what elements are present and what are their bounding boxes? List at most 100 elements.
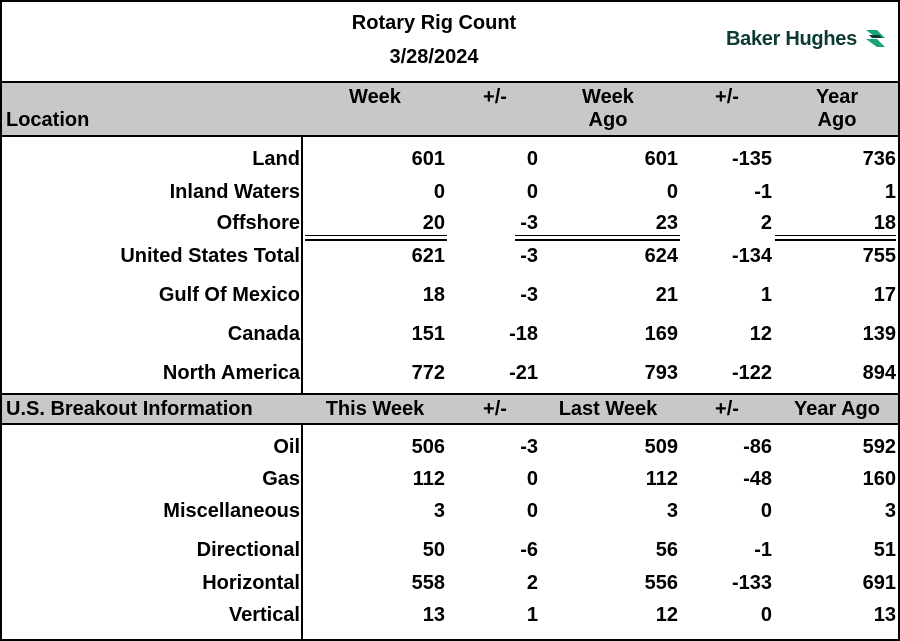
cell-change2: 0 (760, 604, 772, 626)
cell-year-ago: 18 (873, 212, 896, 234)
row-label: Directional (196, 539, 300, 561)
col-header-week: Week (349, 86, 401, 108)
cell-week: 18 (422, 284, 445, 306)
breakout-bottom-rule (0, 423, 900, 425)
row-label: Horizontal (202, 572, 300, 594)
row-label: Gulf Of Mexico (158, 284, 300, 306)
row-label: Inland Waters (169, 181, 300, 203)
cell-year-ago: 17 (873, 284, 896, 306)
col-header-change1: +/- (483, 398, 507, 420)
col-header-week-ago-2: Ago (588, 109, 628, 131)
cell-year-ago: 691 (862, 572, 896, 594)
cell-week-ago: 793 (644, 362, 678, 384)
cell-last-week: 556 (644, 572, 678, 594)
cell-week: 0 (433, 181, 445, 203)
location-header-band (2, 83, 898, 135)
sum-rule-week (305, 235, 447, 236)
cell-change2: 12 (749, 323, 772, 345)
cell-year-ago: 51 (873, 539, 896, 561)
header-bottom-rule (0, 135, 900, 137)
cell-change2: -86 (743, 436, 772, 458)
cell-change2: -1 (754, 181, 772, 203)
cell-change1: -18 (509, 323, 538, 345)
cell-year-ago: 755 (862, 245, 896, 267)
cell-change1: 0 (526, 181, 538, 203)
cell-week-ago: 21 (655, 284, 678, 306)
cell-week: 772 (411, 362, 445, 384)
cell-change1: 1 (526, 604, 538, 626)
report-date: 3/28/2024 (389, 46, 479, 68)
row-label: Gas (262, 468, 300, 490)
cell-year-ago: 139 (862, 323, 896, 345)
cell-year-ago: 3 (884, 500, 896, 522)
cell-change2: -122 (731, 362, 772, 384)
row-label: Vertical (228, 604, 300, 626)
cell-this-week: 112 (412, 468, 445, 490)
cell-year-ago: 160 (862, 468, 896, 490)
cell-change1: 0 (526, 148, 538, 170)
col-header-change2: +/- (715, 398, 739, 420)
report-title: Rotary Rig Count (351, 12, 517, 34)
logo-text: Baker Hughes (726, 27, 857, 50)
cell-week-ago: 624 (644, 245, 678, 267)
col-header-this-week: This Week (325, 398, 425, 420)
cell-this-week: 558 (411, 572, 445, 594)
cell-change1: 0 (526, 468, 538, 490)
sum-double-rule-year-ago (775, 239, 896, 241)
baker-hughes-logo: Baker Hughes (726, 24, 889, 54)
sum-rule-week-ago (515, 235, 680, 236)
cell-this-week: 50 (422, 539, 445, 561)
cell-last-week: 56 (655, 539, 678, 561)
cell-change2: -48 (743, 468, 772, 490)
cell-week: 20 (422, 212, 445, 234)
cell-change1: -3 (520, 284, 538, 306)
cell-week: 151 (411, 323, 445, 345)
cell-last-week: 3 (666, 500, 678, 522)
cell-change2: -1 (754, 539, 772, 561)
cell-change1: 2 (526, 572, 538, 594)
col-header-year-ago: Year Ago (794, 398, 880, 420)
header-top-rule (0, 81, 900, 83)
cell-year-ago: 736 (862, 148, 896, 170)
col-header-year-ago-2: Ago (817, 109, 857, 131)
cell-week: 621 (411, 245, 445, 267)
row-label: North America (162, 362, 300, 384)
chevron-logo-icon (865, 30, 885, 47)
row-label: Canada (227, 323, 300, 345)
cell-this-week: 3 (433, 500, 445, 522)
cell-change1: -6 (520, 539, 538, 561)
cell-year-ago: 894 (862, 362, 896, 384)
cell-this-week: 506 (411, 436, 445, 458)
cell-change2: 1 (760, 284, 772, 306)
cell-week-ago: 601 (644, 148, 678, 170)
col-header-week-ago-1: Week (582, 86, 634, 108)
cell-change1: 0 (526, 500, 538, 522)
row-label: Land (252, 148, 300, 170)
cell-week-ago: 0 (666, 181, 678, 203)
cell-week: 601 (411, 148, 445, 170)
cell-year-ago: 13 (873, 604, 896, 626)
row-label: Oil (273, 436, 300, 458)
col-header-location: Location (6, 109, 90, 131)
cell-change2: -134 (731, 245, 772, 267)
cell-change1: -3 (520, 212, 538, 234)
cell-change1: -3 (520, 245, 538, 267)
col-header-year-ago-1: Year (815, 86, 859, 108)
cell-change2: 2 (760, 212, 772, 234)
cell-week-ago: 169 (644, 323, 678, 345)
cell-last-week: 12 (655, 604, 678, 626)
sum-rule-year-ago (775, 235, 896, 236)
col-header-change2: +/- (715, 86, 739, 108)
row-label: Miscellaneous (163, 500, 300, 522)
cell-last-week: 112 (645, 468, 678, 490)
cell-change1: -3 (520, 436, 538, 458)
cell-this-week: 13 (422, 604, 445, 626)
breakout-header-band (2, 395, 898, 423)
row-label: United States Total (120, 245, 300, 267)
sum-double-rule-week (305, 239, 447, 241)
cell-year-ago: 592 (862, 436, 896, 458)
sum-double-rule-week-ago (515, 239, 680, 241)
col-header-change1: +/- (483, 86, 507, 108)
location-column-divider (301, 137, 303, 393)
